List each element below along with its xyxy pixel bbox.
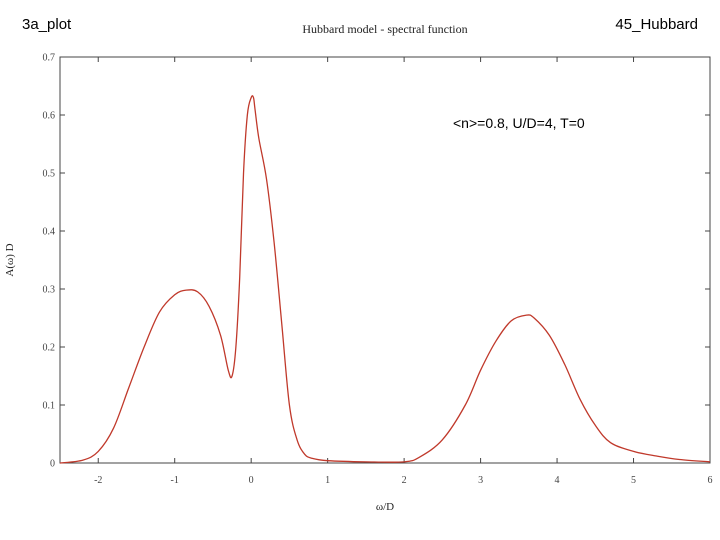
y-tick-label: 0.6 <box>43 111 56 122</box>
y-tick-label: 0.4 <box>43 227 56 238</box>
y-tick-label: 0.3 <box>43 285 56 296</box>
x-tick-label: -1 <box>171 475 179 486</box>
plot-frame <box>59 56 711 464</box>
chart-title: Hubbard model - spectral function <box>302 22 467 36</box>
x-axis-label: ω/D <box>376 501 394 513</box>
x-tick-label: -2 <box>94 475 102 486</box>
series-line <box>59 95 711 464</box>
y-tick-label: 0.2 <box>43 343 56 354</box>
corner-label-left: 3a_plot <box>22 16 72 33</box>
axis-ticks: -2 -1 0 1 2 3 4 5 6 0 0.1 0.2 0.3 0.4 0.5 0.6 0.7 <box>43 53 713 487</box>
y-axis-label: A(ω) D <box>4 243 16 276</box>
x-tick-label: 5 <box>631 475 636 486</box>
corner-label-right: 45_Hubbard <box>615 16 698 33</box>
x-tick-label: 4 <box>555 475 560 486</box>
x-tick-label: 2 <box>402 475 407 486</box>
chart-annotation: <n>=0.8, U/D=4, T=0 <box>453 115 585 131</box>
x-tick-label: 3 <box>478 475 483 486</box>
y-tick-label: 0.7 <box>43 53 56 64</box>
x-tick-label: 6 <box>708 475 713 486</box>
x-tick-label: 1 <box>325 475 330 486</box>
y-tick-label: 0 <box>50 459 55 470</box>
x-tick-label: 0 <box>249 475 254 486</box>
y-tick-label: 0.1 <box>43 401 56 412</box>
y-tick-label: 0.5 <box>43 169 56 180</box>
